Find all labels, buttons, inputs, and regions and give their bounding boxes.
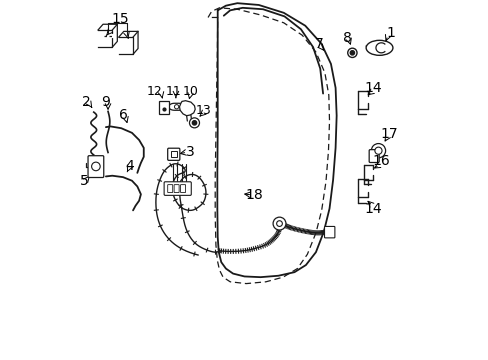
Circle shape <box>189 118 199 128</box>
FancyBboxPatch shape <box>159 102 168 113</box>
Circle shape <box>91 162 100 171</box>
FancyBboxPatch shape <box>171 152 176 157</box>
Text: 9: 9 <box>101 95 110 109</box>
Text: 12: 12 <box>146 85 162 98</box>
FancyBboxPatch shape <box>167 148 180 160</box>
FancyBboxPatch shape <box>174 185 179 193</box>
Text: 7: 7 <box>314 37 323 50</box>
Circle shape <box>374 147 381 154</box>
Text: 10: 10 <box>182 85 198 98</box>
FancyBboxPatch shape <box>167 185 172 193</box>
Circle shape <box>370 144 385 158</box>
Text: 4: 4 <box>125 159 134 174</box>
Text: 18: 18 <box>245 188 263 202</box>
Polygon shape <box>179 101 195 116</box>
Text: 5: 5 <box>80 174 89 188</box>
Text: 2: 2 <box>82 95 91 109</box>
Text: 14: 14 <box>364 81 381 95</box>
Circle shape <box>347 48 356 58</box>
FancyBboxPatch shape <box>368 150 378 162</box>
Circle shape <box>174 105 179 109</box>
Text: 13: 13 <box>195 104 211 117</box>
Text: 11: 11 <box>165 85 181 98</box>
Text: 8: 8 <box>342 31 351 45</box>
Circle shape <box>192 121 196 125</box>
FancyBboxPatch shape <box>164 182 191 195</box>
Text: 14: 14 <box>364 202 381 216</box>
FancyBboxPatch shape <box>180 185 185 193</box>
Circle shape <box>272 217 285 230</box>
Text: 16: 16 <box>371 154 389 168</box>
Text: 1: 1 <box>386 26 395 40</box>
Text: 15: 15 <box>111 12 129 26</box>
Text: 17: 17 <box>380 127 397 140</box>
FancyBboxPatch shape <box>88 156 103 177</box>
Text: 3: 3 <box>185 145 194 159</box>
FancyBboxPatch shape <box>324 226 334 238</box>
Ellipse shape <box>366 40 392 55</box>
Circle shape <box>276 221 282 226</box>
Circle shape <box>349 51 354 55</box>
Text: 6: 6 <box>119 108 128 122</box>
